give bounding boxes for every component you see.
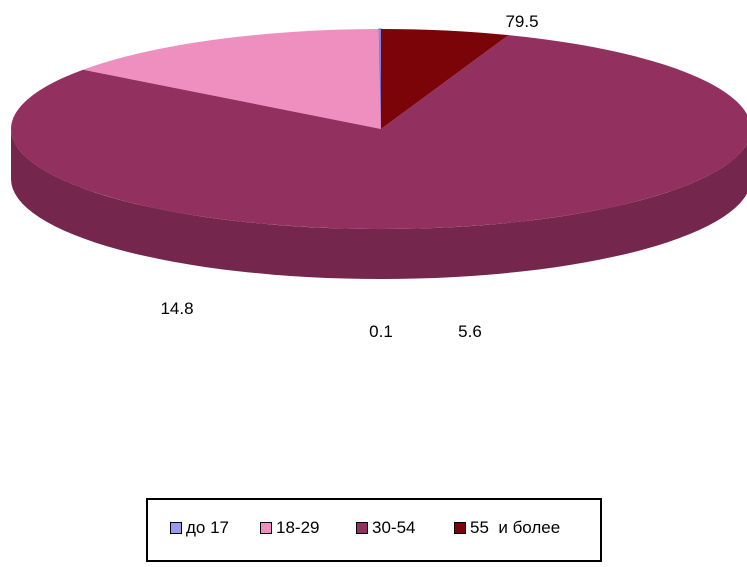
legend-item-1: 18-29 bbox=[260, 518, 319, 538]
legend-item-0: до 17 bbox=[170, 518, 229, 538]
legend-swatch-1 bbox=[260, 522, 272, 534]
data-label-0: 0.1 bbox=[369, 322, 393, 341]
legend-item-3: 55 и более bbox=[454, 518, 560, 538]
pie-side-2-0 bbox=[11, 129, 747, 279]
legend-swatch-2 bbox=[356, 522, 368, 534]
data-label-1: 14.8 bbox=[160, 299, 193, 318]
legend: до 17 18-29 30-54 55 и более bbox=[146, 498, 602, 562]
pie-slice-1 bbox=[83, 29, 382, 129]
data-label-3: 5.6 bbox=[458, 322, 482, 341]
legend-label-2: 30-54 bbox=[372, 518, 416, 537]
legend-label-3: 55 и более bbox=[470, 518, 561, 537]
legend-label-0: до 17 bbox=[186, 518, 230, 537]
legend-label-1: 18-29 bbox=[276, 518, 320, 537]
legend-item-2: 30-54 bbox=[356, 518, 415, 538]
legend-swatch-3 bbox=[454, 522, 466, 534]
pie-slice-3 bbox=[381, 29, 509, 129]
pie-slice-0 bbox=[378, 28, 382, 130]
pie-slice-2 bbox=[11, 35, 747, 229]
data-label-2: 79.5 bbox=[505, 12, 538, 31]
legend-swatch-0 bbox=[170, 522, 182, 534]
